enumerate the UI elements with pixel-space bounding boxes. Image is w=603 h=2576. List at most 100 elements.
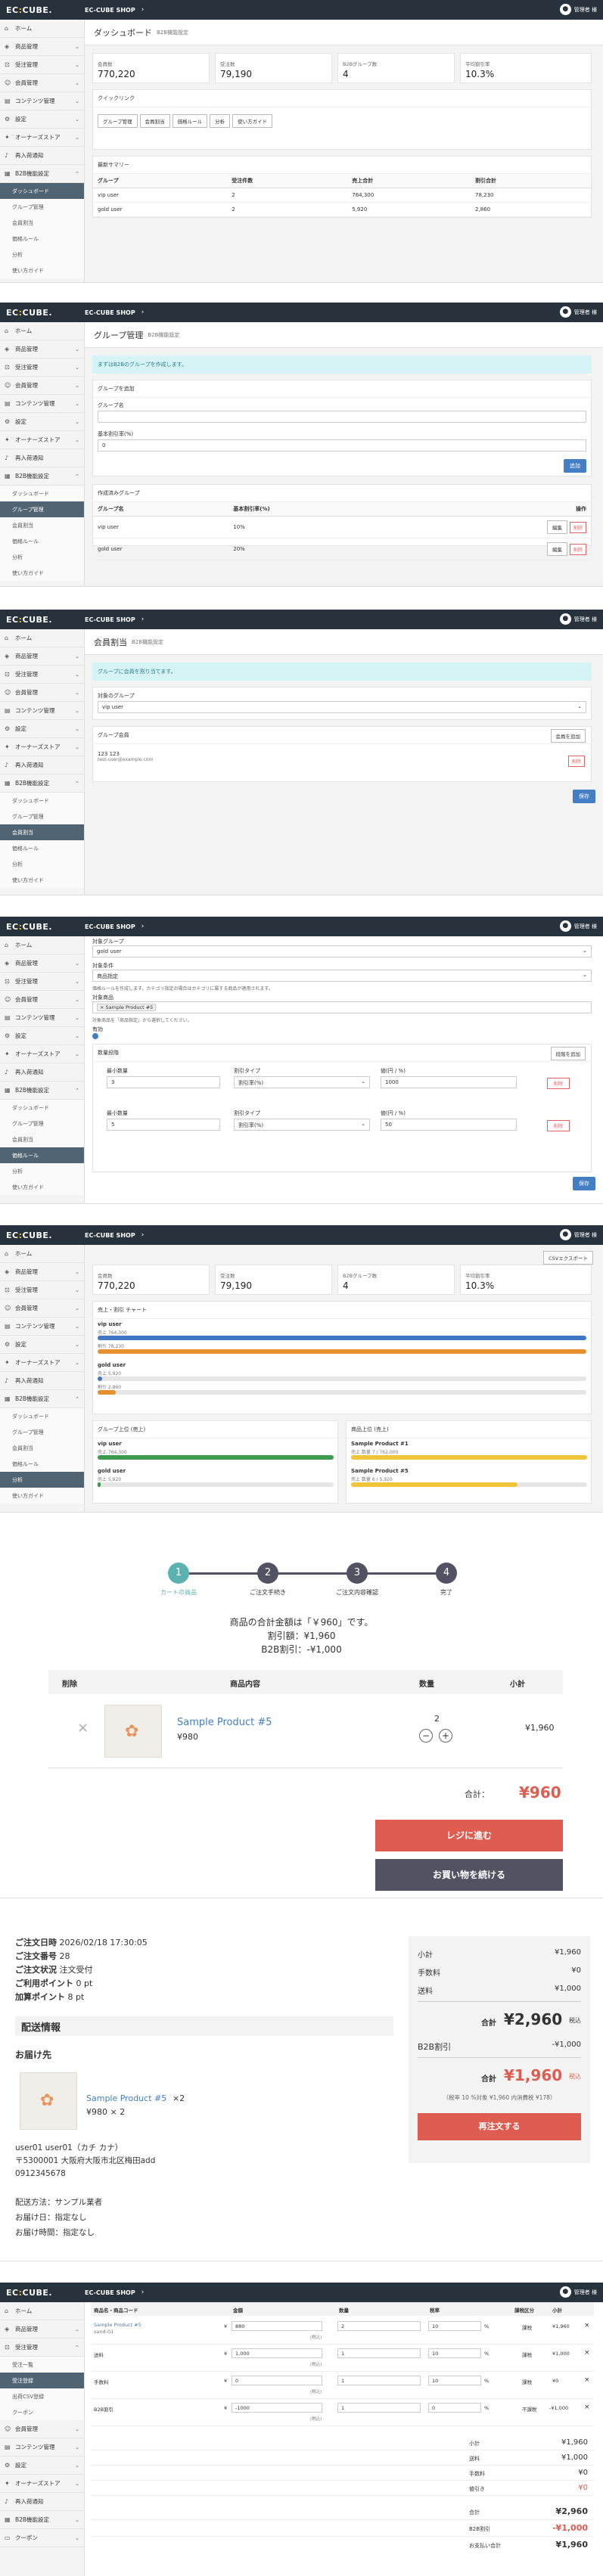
save-button[interactable]: 保存 [573,1177,595,1190]
sidebar-item-order[interactable]: ⊡ 受注管理 ⌄ [0,358,84,377]
shop-name[interactable]: EC-CUBE SHOP [85,309,135,316]
sidebar-item-settings[interactable]: ⚙ 設定 ⌄ [0,110,84,129]
sidebar-sub-assign[interactable]: 会員割当 [0,1131,84,1147]
remove-item-icon[interactable]: × [77,1720,89,1736]
sidebar-sub-guide[interactable]: 使い方ガイド [0,872,84,888]
add-group-button[interactable]: 追加 [564,459,586,473]
add-member-button[interactable]: 会員を追加 [550,729,586,743]
sidebar-item-b2b[interactable]: ▦ B2B機能設定 ⌃ [0,1082,84,1100]
sidebar-item-b2b[interactable]: ▦ B2B機能設定 ⌄ [0,2511,84,2529]
sidebar-item-settings[interactable]: ⚙ 設定 ⌄ [0,2457,84,2475]
user-menu[interactable]: ● 管理者 様 [559,920,597,932]
remove-row-icon[interactable]: × [584,2349,590,2357]
price-input[interactable]: 1,000 [232,2348,322,2358]
remove-row-icon[interactable]: × [584,2404,590,2411]
group-name-input[interactable] [98,411,586,423]
sidebar-item-order[interactable]: ⊡ 受注管理 ⌄ [0,1281,84,1299]
sidebar-item-b2b[interactable]: ▦ B2B機能設定 ⌃ [0,165,84,183]
user-menu[interactable]: ● 管理者 様 [559,1229,597,1240]
sidebar-item-owners[interactable]: ✦ オーナーズストア ⌄ [0,1354,84,1372]
sidebar-item-settings[interactable]: ⚙ 設定 ⌄ [0,1336,84,1354]
sidebar-item-member[interactable]: ☺ 会員管理 ⌄ [0,377,84,395]
continue-shopping-button[interactable]: お買い物を続ける [375,1859,563,1891]
sidebar-sub-assign[interactable]: 会員割当 [0,517,84,533]
tax-input[interactable]: 10 [428,2376,481,2385]
target-group-select[interactable]: gold user ⌄ [92,945,592,957]
sidebar-item-content[interactable]: ▤ コンテンツ管理 ⌄ [0,1317,84,1336]
sidebar-item-owners[interactable]: ✦ オーナーズストア ⌄ [0,431,84,449]
checkout-button[interactable]: レジに進む [375,1820,563,1851]
user-menu[interactable]: ● 管理者 様 [559,613,597,625]
sidebar-item-home[interactable]: ⌂ ホーム [0,20,84,38]
shop-name[interactable]: EC-CUBE SHOP [85,2289,135,2296]
sidebar-item-owners[interactable]: ✦ オーナーズストア ⌄ [0,2475,84,2493]
sidebar-sub-analysis[interactable]: 分析 [0,549,84,565]
remove-row-icon[interactable]: × [584,2376,590,2384]
delete-button[interactable]: 削除 [569,544,586,555]
tax-input[interactable]: 0 [428,2403,481,2413]
sidebar-item-b2b[interactable]: ▦ B2B機能設定 ⌃ [0,1390,84,1408]
sidebar-item-import[interactable]: ♪ 再入荷通知 [0,1063,84,1082]
sidebar-item-settings[interactable]: ⚙ 設定 ⌄ [0,720,84,738]
sidebar-item-content[interactable]: ▤ コンテンツ管理 ⌄ [0,395,84,413]
sidebar-sub-assign[interactable]: 会員割当 [0,215,84,231]
sidebar-item-product[interactable]: ◈ 商品管理 ⌄ [0,2320,84,2339]
target-product-input[interactable]: × Sample Product #5 [92,1001,592,1013]
sidebar-item-content[interactable]: ▤ コンテンツ管理 ⌄ [0,2438,84,2457]
discount-type-select[interactable]: 割引率(%) ⌄ [234,1076,370,1088]
sidebar-item-owners[interactable]: ✦ オーナーズストア ⌄ [0,1045,84,1063]
sidebar-item-product[interactable]: ◈ 商品管理 ⌄ [0,954,84,973]
sidebar-sub-dashboard[interactable]: ダッシュボード [0,793,84,808]
qty-input[interactable]: 1 [337,2376,421,2385]
sidebar-sub-dashboard[interactable]: ダッシュボード [0,1100,84,1116]
sidebar-sub-order-list[interactable]: 受注一覧 [0,2357,84,2373]
quick-link-group[interactable]: グループ管理 [98,114,138,128]
sidebar-sub-group[interactable]: グループ管理 [0,199,84,215]
user-menu[interactable]: ● 管理者 様 [559,2286,597,2298]
sidebar-item-owners[interactable]: ✦ オーナーズストア ⌄ [0,129,84,147]
item-link[interactable]: Sample Product #5 [86,2093,167,2103]
product-tag[interactable]: × Sample Product #5 [97,1004,157,1011]
sidebar-sub-price[interactable]: 価格ルール [0,1147,84,1163]
sidebar-item-b2b[interactable]: ▦ B2B機能設定 ⌃ [0,774,84,793]
shop-name[interactable]: EC-CUBE SHOP [85,616,135,623]
sidebar-sub-guide[interactable]: 使い方ガイド [0,565,84,581]
sidebar-item-order[interactable]: ⊡ 受注管理 ⌄ [0,973,84,991]
sidebar-item-member[interactable]: ☺ 会員管理 ⌄ [0,2420,84,2438]
sidebar-sub-analysis[interactable]: 分析 [0,1472,84,1488]
price-input[interactable]: 0 [232,2376,322,2385]
sidebar-item-order[interactable]: ⊡ 受注管理 ⌄ [0,666,84,684]
sidebar-item-order[interactable]: ⊡ 受注管理 ⌃ [0,2339,84,2357]
sidebar-item-order[interactable]: ⊡ 受注管理 ⌄ [0,56,84,74]
enable-checkbox[interactable] [92,1033,98,1039]
sidebar-sub-guide[interactable]: 使い方ガイド [0,262,84,278]
plus-button[interactable]: + [439,1729,452,1743]
sidebar-sub-price[interactable]: 価格ルール [0,840,84,856]
sidebar-sub-assign[interactable]: 会員割当 [0,1440,84,1456]
sidebar-item-content[interactable]: ▤ コンテンツ管理 ⌄ [0,702,84,720]
sidebar-sub-assign[interactable]: 会員割当 [0,824,84,840]
sidebar-item-member[interactable]: ☺ 会員管理 ⌄ [0,684,84,702]
sidebar-sub-guide[interactable]: 使い方ガイド [0,1488,84,1504]
discount-type-select[interactable]: 割引率(%) ⌄ [234,1119,370,1131]
tax-input[interactable]: 10 [428,2321,481,2331]
sidebar-item-product[interactable]: ◈ 商品管理 ⌄ [0,1263,84,1281]
sidebar-sub-coupon[interactable]: クーポン [0,2404,84,2420]
reorder-button[interactable]: 再注文する [418,2113,581,2140]
sidebar-item-product[interactable]: ◈ 商品管理 ⌄ [0,647,84,666]
condition-select[interactable]: 商品指定 ⌄ [92,970,592,982]
sidebar-item-owners[interactable]: ✦ オーナーズストア ⌄ [0,738,84,756]
product-thumbnail[interactable]: ✿ [104,1705,162,1758]
sidebar-sub-dashboard[interactable]: ダッシュボード [0,183,84,199]
sidebar-item-member[interactable]: ☺ 会員管理 ⌄ [0,991,84,1009]
remove-member-button[interactable]: 削除 [567,756,585,767]
sidebar-item-home[interactable]: ⌂ ホーム [0,936,84,954]
sidebar-sub-dashboard[interactable]: ダッシュボード [0,1408,84,1424]
sidebar-item-import[interactable]: ♪ 再入荷通知 [0,1372,84,1390]
sidebar-item-coupon[interactable]: ▭ クーポン ⌄ [0,2529,84,2547]
csv-export-button[interactable]: CSVエクスポート [543,1251,593,1265]
tax-input[interactable]: 10 [428,2348,481,2358]
sidebar-sub-guide[interactable]: 使い方ガイド [0,1179,84,1195]
sidebar-sub-dashboard[interactable]: ダッシュボード [0,486,84,501]
shop-name[interactable]: EC-CUBE SHOP [85,6,135,14]
